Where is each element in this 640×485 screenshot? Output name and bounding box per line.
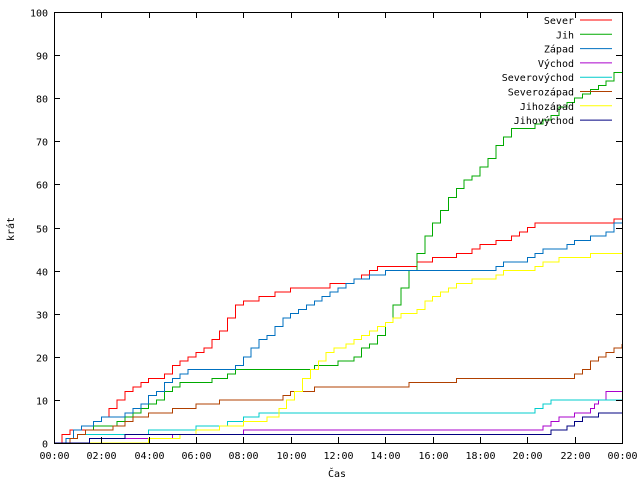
x-tick-label: 12:00 <box>323 451 353 462</box>
x-tick-label: 00:00 <box>39 451 69 462</box>
x-tick-label: 16:00 <box>418 451 448 462</box>
y-tick-label: 30 <box>36 311 48 322</box>
x-tick-label: 02:00 <box>86 451 116 462</box>
legend-label: Severovýchod <box>502 72 574 84</box>
x-tick-label: 08:00 <box>228 451 258 462</box>
x-tick-label: 18:00 <box>465 451 495 462</box>
x-tick-label: 14:00 <box>370 451 400 462</box>
x-tick-label: 22:00 <box>560 451 590 462</box>
x-tick-label: 06:00 <box>181 451 211 462</box>
y-tick-label: 80 <box>36 95 48 106</box>
x-tick-label: 04:00 <box>134 451 164 462</box>
legend-label: Západ <box>544 44 574 56</box>
legend-label: Jihovýchod <box>514 115 574 127</box>
y-tick-label: 50 <box>36 225 48 236</box>
series-layer <box>54 71 623 444</box>
legend-label: Jihozápad <box>520 101 574 113</box>
legend-label: Východ <box>538 58 574 70</box>
legend-label: Severozápad <box>508 87 574 99</box>
legend-label: Jih <box>556 30 574 41</box>
y-axis-label: krát <box>5 217 17 241</box>
y-tick-label: 100 <box>30 9 48 20</box>
legend-label: Sever <box>544 16 574 27</box>
series-line-6 <box>54 343 623 444</box>
y-tick-label: 60 <box>36 181 48 192</box>
y-tick-label: 20 <box>36 354 48 365</box>
series-line-7 <box>54 252 622 444</box>
y-tick-label: 90 <box>36 52 48 63</box>
y-tick-label: 0 <box>42 440 48 451</box>
y-tick-label: 10 <box>36 397 48 408</box>
series-line-5 <box>54 399 622 444</box>
legend: Sever Jih Západ Východ Severovýchod Severozáp… <box>502 16 612 127</box>
x-tick-label: 10:00 <box>276 451 306 462</box>
x-axis-label: Čas <box>328 467 346 480</box>
series-line-3 <box>54 222 622 444</box>
y-tick-label: 40 <box>36 268 48 279</box>
axes-layer: 0 10 20 30 40 50 60 70 80 90 100 00:00 02:00 04:00 06:… <box>30 9 638 463</box>
x-tick-label: 00:00 <box>607 451 637 462</box>
x-tick-label: 20:00 <box>512 451 542 462</box>
y-tick-label: 70 <box>36 138 48 149</box>
series-line-2 <box>54 71 622 444</box>
series-line-1 <box>54 218 622 444</box>
